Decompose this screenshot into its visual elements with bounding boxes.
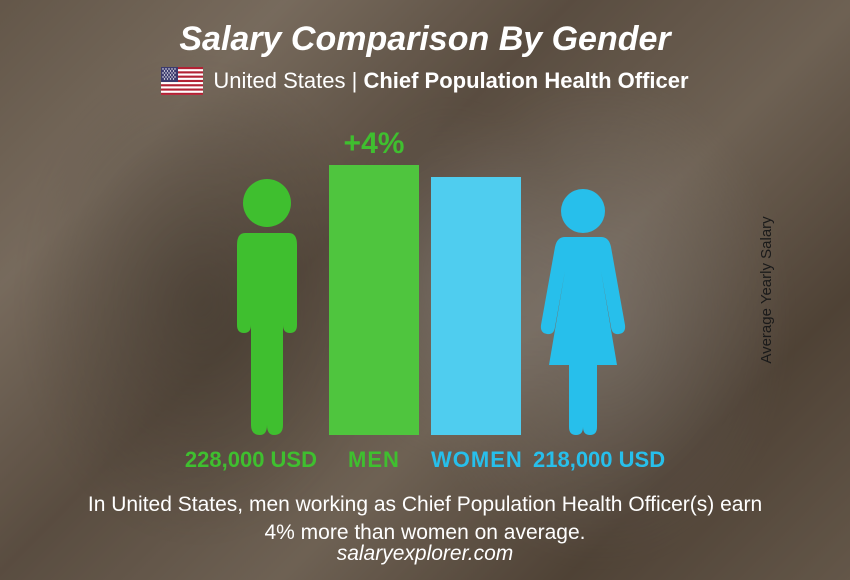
men-person-col (217, 105, 317, 435)
men-salary: 228,000 USD (147, 447, 317, 473)
man-icon (217, 175, 317, 435)
women-bar (431, 177, 521, 435)
labels-row: 228,000 USD MEN WOMEN 218,000 USD (30, 447, 820, 473)
chart-area: +4% (30, 105, 820, 435)
subtitle: United States | Chief Population Health … (213, 68, 688, 94)
men-bar-col: +4% (329, 105, 419, 435)
subtitle-row: United States | Chief Population Health … (30, 67, 820, 95)
separator: | (345, 68, 363, 93)
footer-url: salaryexplorer.com (0, 542, 850, 566)
job-title: Chief Population Health Officer (363, 68, 688, 93)
country-name: United States (213, 68, 345, 93)
women-label: WOMEN (431, 447, 521, 473)
percent-diff-label: +4% (344, 127, 405, 161)
page-title: Salary Comparison By Gender (30, 20, 820, 59)
us-flag-icon (161, 67, 203, 95)
y-axis-label: Average Yearly Salary (758, 216, 775, 363)
woman-icon (533, 185, 633, 435)
women-person-col (533, 105, 633, 435)
women-bar-col (431, 105, 521, 435)
caption: In United States, men working as Chief P… (30, 491, 820, 548)
men-label: MEN (329, 447, 419, 473)
men-bar (329, 165, 419, 435)
main-container: Salary Comparison By Gender United State… (0, 0, 850, 580)
women-salary: 218,000 USD (533, 447, 703, 473)
